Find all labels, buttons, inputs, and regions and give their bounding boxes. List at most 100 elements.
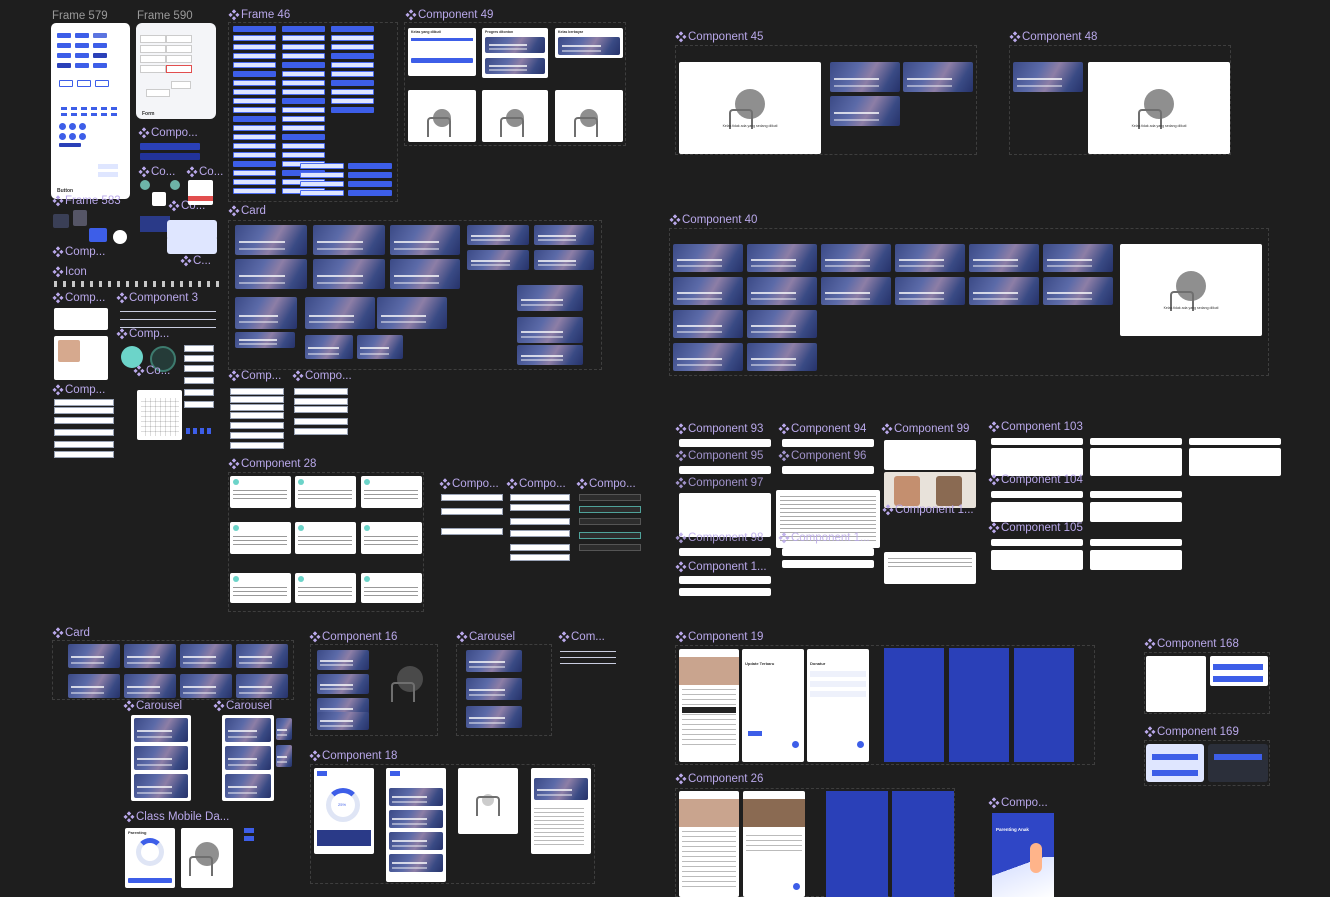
tab-empty-card[interactable] [458, 768, 518, 834]
button-variant[interactable] [282, 71, 325, 77]
comp-b-label[interactable]: Comp... [54, 291, 105, 305]
class-card[interactable] [236, 644, 288, 668]
compo-b-label[interactable]: Compo... [294, 369, 352, 383]
upload-box[interactable] [884, 440, 976, 470]
class-card[interactable] [235, 332, 295, 348]
button-variant[interactable] [233, 26, 276, 32]
class-card[interactable] [180, 644, 232, 668]
button-variant[interactable] [233, 125, 276, 131]
component-99-label[interactable]: Component 99 [883, 422, 969, 436]
input-93-b[interactable] [679, 466, 771, 474]
class-card[interactable] [534, 250, 594, 270]
dropdown-options[interactable] [991, 448, 1083, 476]
dropdown-options[interactable] [1090, 550, 1182, 570]
class-card[interactable] [969, 244, 1039, 272]
comment-card[interactable] [230, 476, 291, 508]
button-variant[interactable] [331, 35, 374, 41]
component-95-label[interactable]: Component 95 [677, 449, 763, 463]
comment-card[interactable] [230, 522, 291, 554]
empty-card-c[interactable] [555, 90, 623, 142]
class-card[interactable] [236, 674, 288, 698]
component-105-label[interactable]: Component 105 [990, 521, 1083, 535]
dropdown-options[interactable] [991, 550, 1083, 570]
mobile-menu-b[interactable] [949, 648, 1009, 762]
class-card[interactable] [68, 644, 120, 668]
dropdown-field[interactable] [1189, 438, 1281, 445]
dropdown-stack[interactable] [54, 399, 114, 461]
comment-card[interactable] [361, 573, 422, 603]
carousel-c[interactable] [222, 715, 274, 801]
component-45-label[interactable]: Component 45 [677, 30, 763, 44]
button-variant[interactable] [282, 35, 325, 41]
button-variant[interactable] [233, 152, 276, 158]
button-variant[interactable] [282, 152, 325, 158]
frame-46-label[interactable]: Frame 46 [230, 8, 290, 22]
empty-state-48[interactable]: Kelas tidak ada yang sedang diikuti [1088, 62, 1230, 154]
comp-d-label[interactable]: Comp... [54, 383, 105, 397]
info-card-a[interactable] [167, 220, 217, 240]
empty-168[interactable] [1146, 656, 1206, 712]
comment-card[interactable] [295, 522, 356, 554]
carousel-slide-c[interactable] [466, 706, 522, 728]
co-b-label[interactable]: Co... [188, 165, 223, 179]
button-variant[interactable] [233, 98, 276, 104]
card-48[interactable] [1013, 62, 1083, 92]
component-168-label[interactable]: Component 168 [1146, 637, 1239, 651]
card-169-dark[interactable] [1208, 744, 1268, 782]
carousel-a-label[interactable]: Carousel [458, 630, 515, 644]
button-variant[interactable] [233, 134, 276, 140]
button-variant[interactable] [348, 181, 392, 187]
button-variant[interactable] [233, 53, 276, 59]
class-card[interactable] [305, 335, 353, 359]
mobile-progress-card[interactable]: Parenting [125, 828, 175, 888]
comp-a-label[interactable]: Comp... [54, 245, 105, 259]
button-variant[interactable] [331, 71, 374, 77]
class-card[interactable] [180, 674, 232, 698]
class-card[interactable] [124, 644, 176, 668]
mobile-article-a[interactable] [679, 791, 739, 897]
button-variant[interactable] [331, 62, 374, 68]
button-variant[interactable] [300, 172, 344, 178]
dropdown-field[interactable] [991, 539, 1083, 546]
carousel-b[interactable] [131, 715, 191, 801]
button-variant[interactable] [300, 181, 344, 187]
card-45-b[interactable] [903, 62, 973, 92]
button-variant[interactable] [282, 53, 325, 59]
compo-d-label[interactable]: Compo... [508, 477, 566, 491]
mini-card[interactable] [140, 216, 170, 232]
class-card[interactable] [747, 343, 817, 371]
class-card[interactable] [313, 259, 385, 289]
class-card[interactable] [747, 310, 817, 338]
comment-card[interactable] [361, 522, 422, 554]
button-variant[interactable] [233, 170, 276, 176]
comment-card[interactable] [295, 476, 356, 508]
button-variant[interactable] [282, 116, 325, 122]
class-card-progress[interactable]: Progres ditonton [482, 28, 548, 78]
button-variant[interactable] [282, 125, 325, 131]
component-96-label[interactable]: Component 96 [780, 449, 866, 463]
card-top-label[interactable]: Card [230, 204, 266, 218]
list-168[interactable] [1210, 656, 1268, 686]
component-104-label[interactable]: Component 104 [990, 473, 1083, 487]
component-93-label[interactable]: Component 93 [677, 422, 763, 436]
info-card-b[interactable] [167, 236, 217, 254]
input-94-a[interactable] [782, 439, 874, 447]
parenting-hero[interactable]: Parenting Anak [992, 813, 1054, 897]
input-94-b[interactable] [782, 466, 874, 474]
card-16-d[interactable] [317, 712, 369, 730]
tab-detail-card[interactable] [531, 768, 591, 854]
class-card[interactable] [821, 244, 891, 272]
class-card[interactable] [517, 317, 583, 343]
slider-group[interactable] [120, 307, 216, 335]
frame-590-label[interactable]: Frame 590 [137, 10, 193, 22]
button-variant[interactable] [282, 89, 325, 95]
input-1b-b[interactable] [782, 560, 874, 568]
class-mobile-label[interactable]: Class Mobile Da... [125, 810, 229, 824]
class-card[interactable] [377, 297, 447, 329]
class-card[interactable] [390, 259, 460, 289]
tab-list-card[interactable] [386, 768, 446, 882]
card-16-b[interactable] [317, 674, 369, 694]
class-card[interactable] [124, 674, 176, 698]
button-variant[interactable] [331, 53, 374, 59]
comp-c-label[interactable]: Comp... [118, 327, 169, 341]
